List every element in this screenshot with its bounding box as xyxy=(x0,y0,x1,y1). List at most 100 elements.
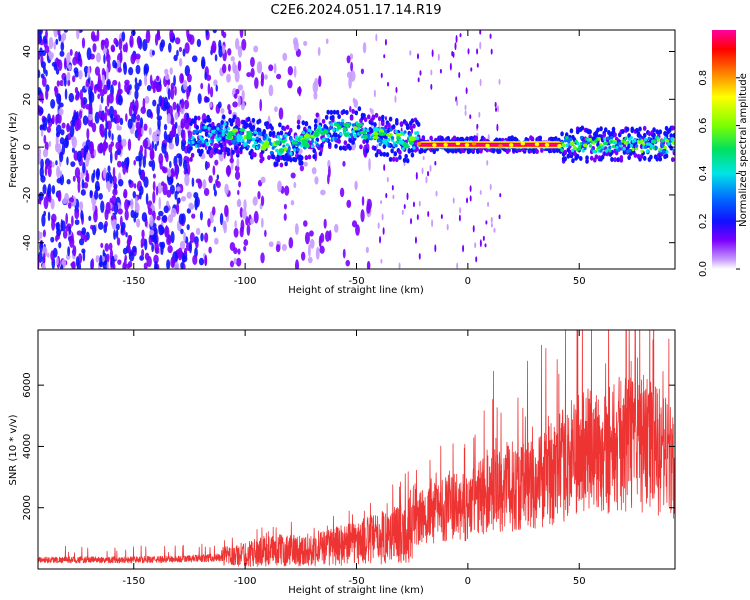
spectrogram-cell xyxy=(38,198,41,205)
spectrogram-cell xyxy=(192,254,198,265)
spectrogram-cell xyxy=(415,131,420,135)
colorbar-tick-label: 0.4 xyxy=(698,165,709,181)
spectrogram-cell xyxy=(169,30,174,40)
spectrogram-cell xyxy=(387,143,391,147)
x-tick-label: 0 xyxy=(465,576,471,587)
spectrogram-cell xyxy=(164,68,169,75)
spectrogram-cell xyxy=(269,150,274,155)
spectrogram-cell xyxy=(243,245,247,252)
spectrogram-cell xyxy=(383,164,386,171)
spectrogram-cell xyxy=(105,67,109,81)
spectrogram-cell xyxy=(125,113,128,122)
spectrogram-cell xyxy=(396,135,401,140)
spectrogram-cell xyxy=(170,86,175,100)
spectrogram-cell xyxy=(245,122,249,128)
spectrogram-cell xyxy=(169,130,174,139)
spectrogram-cell xyxy=(282,52,288,62)
spectrogram-cell xyxy=(227,126,231,131)
spectrogram-cell xyxy=(74,167,81,179)
spectrogram-cell xyxy=(250,56,255,68)
spectrogram-cell xyxy=(135,155,141,162)
spectrogram-cell xyxy=(85,169,89,182)
spectrogram-cell xyxy=(204,96,210,103)
spectrogram-cell xyxy=(49,160,53,169)
spectrogram-cell xyxy=(193,115,198,121)
spectrogram-cell xyxy=(214,54,218,62)
spectrogram-cell xyxy=(66,156,69,166)
spectrogram-cell xyxy=(325,230,330,242)
spectrogram-cell xyxy=(296,86,302,95)
spectrogram-cell xyxy=(307,244,311,257)
spectrogram-cell xyxy=(421,167,424,175)
spectrogram-cell xyxy=(79,89,84,101)
spectrogram-cell xyxy=(597,145,602,150)
spectrogram-cell xyxy=(307,154,312,160)
spectrogram-cell xyxy=(283,203,287,210)
spectrogram-cell xyxy=(498,144,503,148)
spectrogram-cell xyxy=(162,167,168,174)
spectrogram-cell xyxy=(50,236,55,243)
spectrogram-cell xyxy=(366,260,371,269)
spectrogram-cell xyxy=(179,73,184,84)
spectrogram-cell xyxy=(371,115,376,121)
spectrogram-y-ticks: -40 -20 0 20 40 xyxy=(22,45,675,251)
spectrogram-cell xyxy=(293,65,297,78)
spectrogram-cell xyxy=(315,246,320,260)
spectrogram-cell xyxy=(186,156,190,165)
spectrogram-cell xyxy=(57,112,62,124)
spectrogram-cell xyxy=(629,135,633,140)
spectrogram-cell xyxy=(596,127,600,133)
spectrogram-cell xyxy=(454,42,457,51)
spectrogram-cell xyxy=(625,126,630,132)
spectrogram-cell xyxy=(148,160,153,167)
spectrogram-cell xyxy=(388,156,393,162)
spectrogram-cell xyxy=(171,256,175,267)
spectrogram-cell xyxy=(56,93,62,105)
spectrogram-cell xyxy=(342,160,346,167)
spectrogram-cell xyxy=(658,129,663,135)
spectrogram-cell xyxy=(66,52,71,65)
spectrogram-cell xyxy=(138,167,142,176)
spectrogram-cell xyxy=(655,156,659,162)
spectrogram-cell xyxy=(303,40,308,47)
spectrogram-cell xyxy=(276,73,282,80)
spectrogram-cell xyxy=(108,129,111,138)
spectrogram-cell xyxy=(644,137,648,142)
spectrogram-cell xyxy=(152,173,156,179)
spectrogram-cell xyxy=(458,214,461,222)
spectrogram-cell xyxy=(268,241,274,248)
spectrogram-cell xyxy=(39,240,44,253)
colorbar-ticks: 0.0 0.2 0.4 0.6 0.8 xyxy=(698,70,740,277)
spectrogram-cell xyxy=(76,30,80,40)
spectrogram-cell xyxy=(410,118,415,124)
spectrogram-cell xyxy=(365,148,369,154)
spectrogram-cell xyxy=(38,191,44,201)
spectrogram-cell xyxy=(48,36,54,50)
spectrogram-cell xyxy=(440,214,443,220)
spectrogram-cell xyxy=(38,107,44,115)
colorbar-tick-label: 0.2 xyxy=(698,213,709,229)
spectrogram-cell xyxy=(348,137,352,143)
spectrogram-cell xyxy=(174,37,181,45)
spectrogram-cell xyxy=(59,170,63,177)
spectrogram-cell xyxy=(398,149,402,155)
spectrogram-cell xyxy=(153,254,159,264)
spectrogram-cell xyxy=(476,48,479,55)
spectrogram-cell xyxy=(279,130,284,136)
spectrogram-cell xyxy=(133,213,137,223)
spectrogram-cell xyxy=(349,105,352,113)
spectrogram-cell xyxy=(100,39,105,51)
spectrogram-cell xyxy=(214,159,219,166)
spectrogram-cell xyxy=(69,236,75,248)
spectrogram-cell xyxy=(275,148,279,153)
spectrogram-cell xyxy=(58,108,64,116)
spectrogram-cell xyxy=(427,170,430,177)
spectrogram-cell xyxy=(205,30,209,36)
spectrogram-cell xyxy=(287,65,294,76)
spectrogram-cell xyxy=(121,138,127,148)
spectrogram-cell xyxy=(246,224,251,236)
spectrogram-cell xyxy=(68,197,75,203)
spectrogram-cell xyxy=(260,195,265,207)
spectrogram-cell xyxy=(510,135,514,141)
spectrogram-cell xyxy=(142,138,149,149)
